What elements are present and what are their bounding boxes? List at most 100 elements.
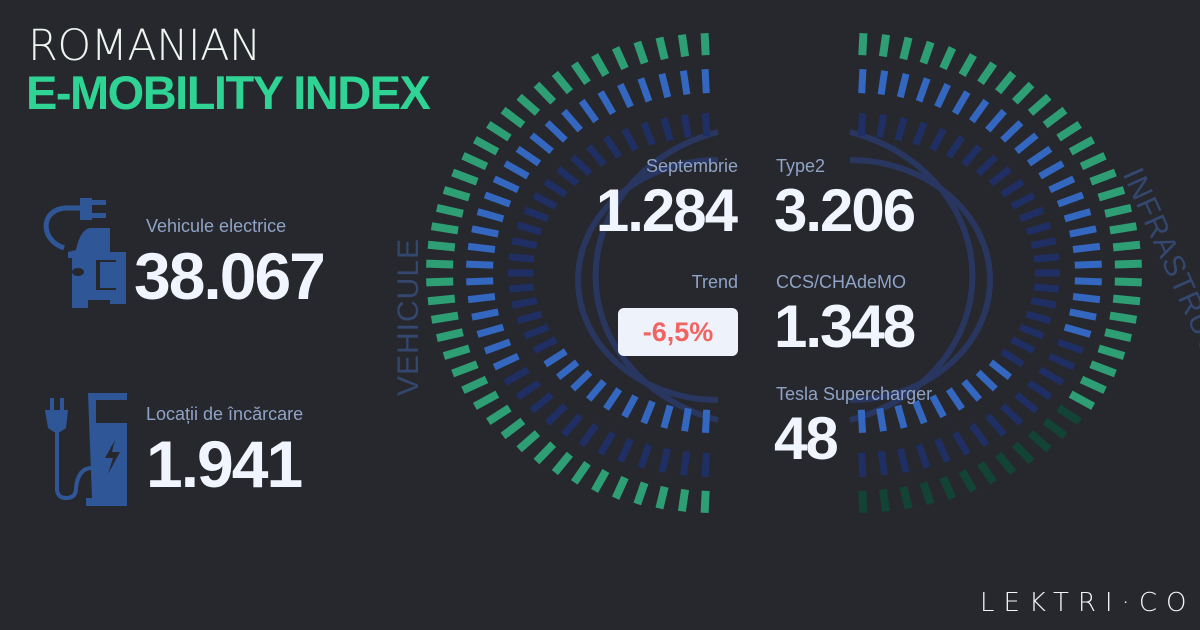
- gauge-segment-inner: [975, 154, 998, 177]
- gauge-segment-middle: [578, 98, 600, 124]
- gauge-segment-middle: [1074, 260, 1102, 269]
- gauge-segment-outer: [958, 53, 977, 77]
- gauge-segment-middle: [1014, 391, 1039, 414]
- gauge-segment-middle: [544, 403, 568, 426]
- gauge-segment-middle: [679, 70, 691, 96]
- gauge-segment-inner: [1033, 283, 1060, 293]
- gauge-segment-outer: [451, 360, 479, 378]
- gauge-segment-outer: [633, 40, 649, 65]
- gauge-segment-middle: [701, 69, 710, 94]
- gauge-segment-outer: [591, 469, 610, 493]
- gauge-segment-inner: [701, 409, 711, 433]
- gauge-segment-outer: [435, 328, 464, 343]
- ccs-chademo-value: 1.348: [774, 293, 916, 360]
- gauge-segment-middle: [467, 293, 496, 304]
- gauge-segment-outer: [571, 460, 591, 485]
- gauge-segment-outer: [899, 36, 913, 61]
- gauge-segment-inner: [532, 336, 558, 354]
- gauge-segment-outer: [1109, 222, 1138, 235]
- gauge-segment-outer: [427, 294, 456, 306]
- gauge-segment-outer: [1011, 81, 1035, 105]
- ev-count-label: Vehicule electrice: [146, 216, 287, 236]
- gauge-segment-middle: [578, 422, 600, 448]
- gauge-segment-outer: [516, 93, 541, 116]
- gauge-segment-middle: [1000, 120, 1024, 143]
- gauge-segment-inner: [912, 400, 928, 425]
- gauge-segment-middle: [515, 145, 542, 167]
- vehicle-gauge: [426, 32, 711, 514]
- gauge-segment-outer: [1089, 168, 1117, 186]
- ev-count-value: 38.067: [134, 239, 326, 313]
- gauge-segment-outer: [958, 469, 977, 493]
- gauge-segment-outer: [1056, 404, 1082, 425]
- gauge-segment-inner: [929, 127, 947, 152]
- gauge-segment-middle: [896, 447, 910, 474]
- gauge-segment-inner: [1010, 336, 1036, 354]
- gauge-segment-outer: [633, 481, 649, 506]
- gauge-segment-middle: [915, 77, 931, 103]
- gauge-segment-outer: [426, 259, 454, 269]
- gauge-segment-middle: [529, 391, 554, 414]
- gauge-segment-inner: [603, 135, 623, 159]
- gauge-segment-inner: [586, 379, 607, 402]
- gauge-segment-middle: [466, 260, 494, 269]
- gauge-segment-middle: [1048, 175, 1076, 194]
- gauge-segment-middle: [476, 208, 505, 223]
- gauge-segment-inner: [1018, 323, 1045, 340]
- gauge-segment-middle: [597, 90, 617, 116]
- gauge-segment-outer: [919, 481, 935, 506]
- gauge-segment-middle: [515, 379, 542, 401]
- gauge-segment-outer: [677, 34, 690, 58]
- gauge-segment-outer: [919, 40, 935, 65]
- gauge-segment-outer: [1097, 344, 1126, 360]
- title-line-2: E-MOBILITY INDEX: [26, 66, 431, 119]
- gauge-segment-middle: [968, 98, 990, 124]
- gauge-segment-middle: [1056, 338, 1085, 355]
- charging-locations-label: Locații de încărcare: [146, 404, 304, 424]
- gauge-segment-middle: [483, 338, 512, 355]
- type2-value: 3.206: [774, 177, 916, 244]
- gauge-segment-outer: [655, 36, 669, 61]
- gauge-segment-middle: [1069, 308, 1097, 321]
- gauge-segment-inner: [660, 117, 674, 142]
- gauge-segment-middle: [951, 90, 971, 116]
- gauge-segment-inner: [556, 166, 580, 187]
- gauge-segment-middle: [934, 83, 951, 109]
- gauge-segment-inner: [570, 369, 593, 392]
- gauge-segment-inner: [961, 379, 982, 402]
- gauge-segment-inner: [945, 387, 965, 411]
- gauge-segment-inner: [1025, 310, 1052, 325]
- gauge-segment-outer: [426, 277, 454, 287]
- month-label: Septembrie: [645, 156, 738, 176]
- gauge-segment-middle: [1038, 366, 1065, 386]
- gauge-segment-inner: [1000, 348, 1025, 368]
- gauge-segment-inner: [543, 348, 568, 368]
- trend-badge: -6,5%: [618, 308, 738, 356]
- gauge-segment-middle: [483, 191, 512, 208]
- gauge-segment-middle: [1000, 403, 1024, 426]
- gauge-segment-middle: [561, 108, 583, 133]
- gauge-segment-middle: [637, 443, 653, 469]
- gauge-segment-outer: [878, 488, 891, 512]
- gauge-segment-outer: [1079, 152, 1107, 171]
- gauge-segment-outer: [858, 32, 868, 56]
- gauge-segment-outer: [442, 186, 471, 202]
- gauge-segment-middle: [492, 175, 520, 194]
- gauge-segment-outer: [1042, 417, 1068, 440]
- gauge-segment-middle: [467, 242, 496, 253]
- gauge-segment-outer: [486, 121, 512, 142]
- charging-locations-value: 1.941: [146, 427, 303, 501]
- gauge-segment-inner: [857, 409, 867, 433]
- gauge-segment-inner: [511, 297, 538, 309]
- gauge-segment-outer: [551, 70, 573, 95]
- gauge-segment-middle: [701, 452, 710, 477]
- gauge-segment-inner: [516, 310, 543, 325]
- gauge-segment-outer: [500, 417, 526, 440]
- gauge-segment-inner: [621, 127, 639, 152]
- gauge-segment-middle: [503, 160, 530, 180]
- gauge-segment-inner: [857, 113, 867, 137]
- gauge-segment-outer: [700, 490, 710, 514]
- gauge-segment-outer: [461, 375, 489, 394]
- gauge-segment-outer: [1027, 430, 1052, 453]
- gauge-segment-outer: [1109, 311, 1138, 324]
